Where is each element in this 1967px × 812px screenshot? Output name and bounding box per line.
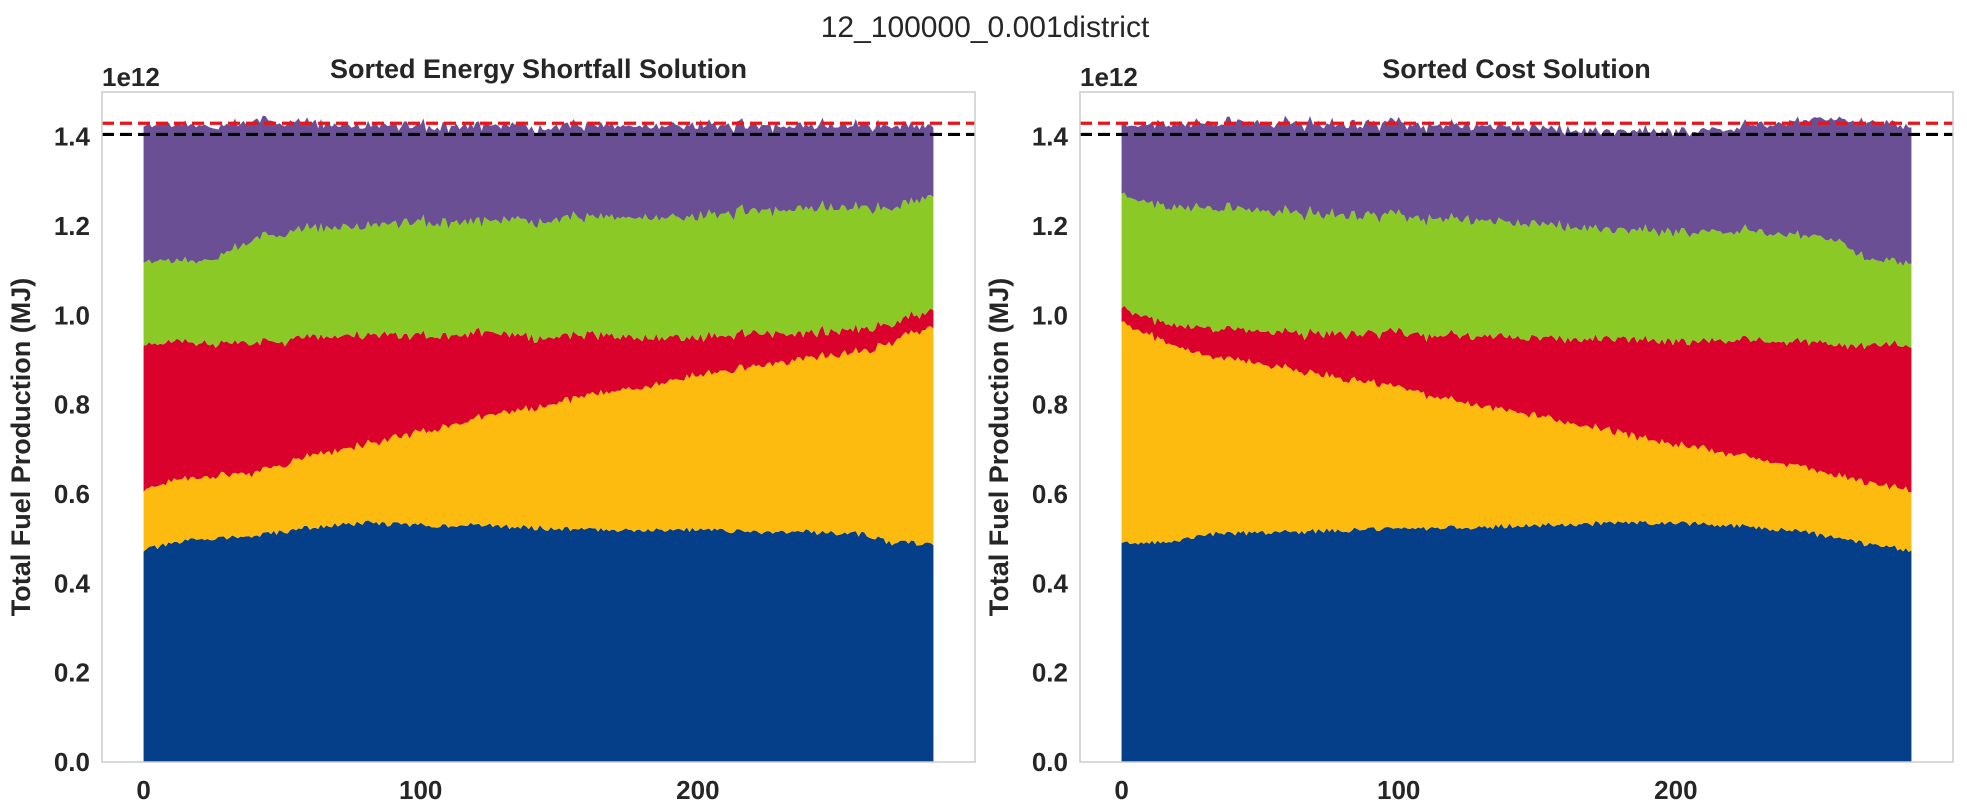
x-tick-labels: 0 100 200: [136, 775, 719, 805]
chart-energy-shortfall: 0.0 0.2 0.4 0.6 0.8 1.0 1.2 1.4 0 100 200 Sorted …: [6, 54, 976, 805]
y-tick-labels: 0.0 0.2 0.4 0.6 0.8 1.0 1.2 1.4: [1032, 122, 1069, 777]
area-layer-2: [143, 326, 934, 552]
chart-cost: 0.0 0.2 0.4 0.6 0.8 1.0 1.2 1.4 0 100 200 Sorted …: [984, 54, 1954, 805]
area-layer-4: [1121, 192, 1912, 350]
y-tick-label: 1.4: [1032, 122, 1069, 152]
y-tick-label: 1.2: [54, 211, 90, 241]
y-tick-label: 0.6: [1032, 479, 1068, 509]
y-offset-label: 1e12: [102, 62, 160, 92]
y-tick-label: 0.2: [1032, 658, 1068, 688]
area-layer-5: [1121, 115, 1912, 266]
area-layer-1: [1121, 520, 1912, 762]
y-tick-labels: 0.0 0.2 0.4 0.6 0.8 1.0 1.2 1.4: [54, 122, 91, 777]
x-tick-label: 200: [1654, 775, 1697, 805]
y-tick-label: 1.2: [1032, 211, 1068, 241]
plot-frame: [101, 91, 976, 763]
y-tick-label: 1.0: [54, 300, 90, 330]
x-tick-label: 100: [1377, 775, 1420, 805]
y-tick-label: 0.2: [54, 658, 90, 688]
y-tick-label: 0.4: [54, 568, 91, 598]
area-layers: [1121, 115, 1912, 762]
y-tick-label: 0.6: [54, 479, 90, 509]
y-tick-label: 0.0: [54, 747, 90, 777]
y-tick-label: 0.8: [54, 390, 90, 420]
y-axis-label: Total Fuel Production (MJ): [984, 278, 1014, 616]
y-tick-label: 0.0: [1032, 747, 1068, 777]
area-layers: [143, 115, 934, 762]
y-tick-label: 0.4: [1032, 568, 1069, 598]
area-layer-3: [143, 308, 934, 492]
x-tick-labels: 0 100 200: [1114, 775, 1697, 805]
x-tick-label: 0: [136, 775, 150, 805]
plot-frame: [1079, 91, 1954, 763]
y-tick-label: 1.0: [1032, 300, 1068, 330]
area-layer-5: [143, 115, 934, 264]
x-tick-label: 100: [399, 775, 442, 805]
area-layer-1: [143, 520, 934, 762]
area-layer-2: [1121, 321, 1912, 553]
chart-title: Sorted Cost Solution: [1382, 54, 1650, 84]
x-tick-label: 200: [676, 775, 719, 805]
area-layer-4: [143, 194, 934, 348]
area-layer-3: [1121, 305, 1912, 493]
reference-lines: [102, 121, 975, 137]
y-tick-label: 0.8: [1032, 390, 1068, 420]
x-tick-label: 0: [1114, 775, 1128, 805]
figure-suptitle: 12_100000_0.001district: [821, 11, 1150, 44]
y-offset-label: 1e12: [1080, 62, 1138, 92]
y-axis-label: Total Fuel Production (MJ): [6, 278, 36, 616]
y-tick-label: 1.4: [54, 122, 91, 152]
chart-title: Sorted Energy Shortfall Solution: [330, 54, 747, 84]
reference-lines: [1080, 121, 1953, 137]
